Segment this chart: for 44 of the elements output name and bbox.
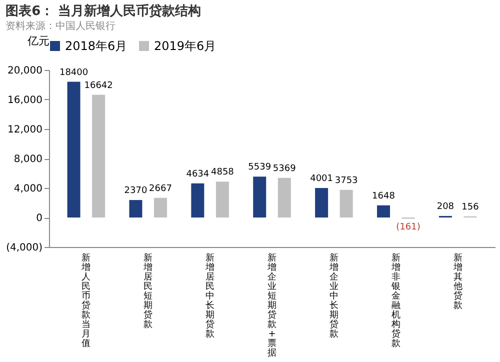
data-label: 5539	[248, 162, 272, 173]
y-tick-label: 8,000	[14, 154, 42, 165]
bar	[92, 94, 106, 218]
data-label: 1648	[372, 191, 396, 202]
bar	[216, 182, 229, 218]
y-tick-label: 12,000	[8, 124, 42, 136]
data-label: 4634	[186, 169, 210, 180]
data-label: 16642	[84, 80, 113, 91]
chart-title: 图表6： 当月新增人民币贷款结构	[6, 3, 202, 19]
x-tick-label: 新增其他贷款	[452, 252, 462, 311]
data-label: 2667	[149, 184, 172, 194]
y-tick-label: 0	[36, 213, 42, 224]
category-label: 新增企业中长期贷款	[329, 254, 338, 340]
y-tick-label: (4,000)	[6, 242, 43, 254]
y-tick-label: 4,000	[14, 184, 42, 194]
data-label: 4001	[310, 174, 334, 184]
data-label: 156	[462, 202, 480, 212]
category-label: 新增非银金融机构贷款	[391, 254, 400, 349]
data-label: (161)	[396, 222, 420, 233]
y-tick-label: 16,000	[8, 95, 42, 106]
data-label: 5369	[272, 164, 296, 174]
bar	[67, 82, 80, 218]
bar	[253, 176, 266, 218]
y-tick-label: 20,000	[8, 66, 42, 76]
x-tick-label: 新增居民短期贷款	[142, 252, 153, 330]
bar	[191, 183, 204, 218]
category-label: 新增人民币贷款当月值	[82, 254, 91, 349]
category-label: 新增企业短期贷款+票据	[268, 254, 276, 358]
data-label: 3753	[334, 176, 358, 186]
legend-label: 2018年6月	[65, 39, 128, 53]
category-label: 新增居民中长期贷款	[206, 254, 215, 340]
bar	[278, 178, 291, 218]
bar	[340, 190, 353, 218]
bar	[129, 200, 142, 218]
text: 资料来源：中国人民银行	[6, 20, 116, 32]
bar	[154, 198, 167, 218]
data-label: 208	[436, 202, 454, 212]
data-label: 4858	[210, 168, 234, 178]
data-label: 18400	[59, 68, 88, 78]
bar	[315, 188, 328, 218]
legend-label: 2019年6月	[154, 39, 216, 53]
data-label: 2370	[124, 186, 148, 196]
y-axis-title: 亿元	[26, 34, 50, 48]
bar	[377, 205, 390, 218]
